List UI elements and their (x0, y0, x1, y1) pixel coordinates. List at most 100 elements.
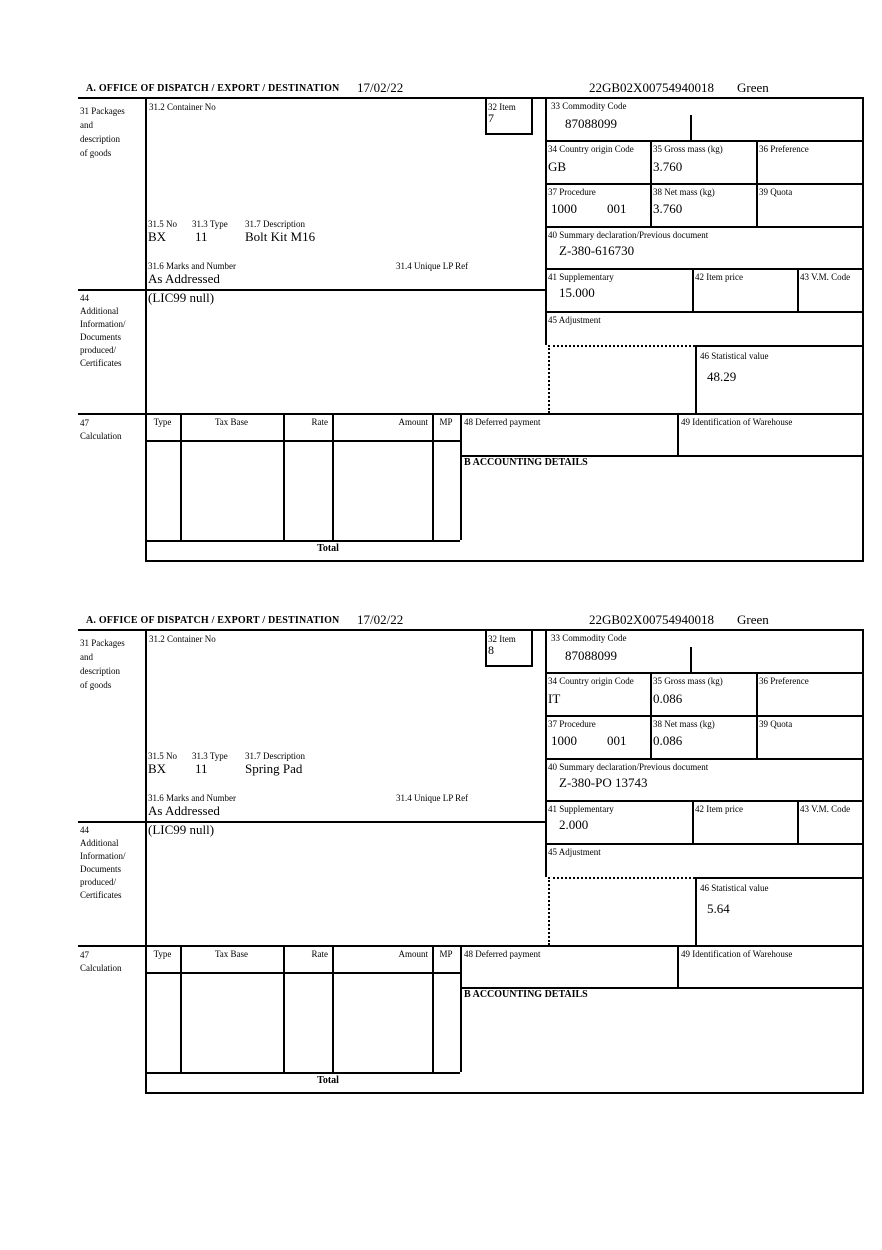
warehouse-id-label: 49 Identification of Warehouse (681, 417, 793, 427)
box31-label-line: description (80, 134, 120, 144)
box31-label: 31 Packages and description of goods (80, 104, 125, 160)
grid-line (692, 268, 694, 311)
grid-line (145, 972, 460, 974)
gross-mass-label: 35 Gross mass (kg) (653, 144, 723, 154)
country-origin-label: 34 Country origin Code (548, 676, 634, 686)
grid-line (332, 945, 334, 1072)
summary-declaration-label: 40 Summary declaration/Previous document (548, 230, 709, 240)
grid-line (145, 440, 460, 442)
grid-line (78, 629, 864, 631)
grid-line (862, 629, 864, 1094)
vm-code-label: 43 V.M. Code (800, 804, 851, 814)
box31-label-line: and (80, 652, 93, 662)
accounting-details-label: B ACCOUNTING DETAILS (464, 989, 588, 1000)
box44-label-line: 44 (80, 825, 89, 835)
grid-line (460, 987, 864, 989)
box44-label-line: 44 (80, 293, 89, 303)
net-mass-label: 38 Net mass (kg) (653, 187, 715, 197)
grid-line (145, 629, 147, 1092)
statistical-value-label: 46 Statistical value (700, 883, 769, 893)
grid-line (677, 945, 679, 987)
grid-line (695, 877, 864, 879)
deferred-payment-label: 48 Deferred payment (464, 949, 541, 959)
container-no-label: 31.2 Container No (149, 102, 216, 112)
grid-line (548, 345, 695, 347)
box31-label-line: 31 Packages (80, 106, 125, 116)
grid-line (690, 115, 692, 140)
grid-line (756, 672, 758, 758)
box31-label-line: of goods (80, 148, 112, 158)
commodity-code: 87088099 (565, 116, 617, 131)
grid-line (690, 647, 692, 672)
goods-description: Spring Pad (245, 761, 303, 776)
grid-line (180, 413, 182, 540)
grid-line (432, 413, 434, 540)
box31-label-line: of goods (80, 680, 112, 690)
grid-line (650, 672, 652, 758)
net-mass-label: 38 Net mass (kg) (653, 719, 715, 729)
deferred-payment-label: 48 Deferred payment (464, 417, 541, 427)
grid-line (545, 715, 864, 717)
box44-label-line: Additional (80, 838, 119, 848)
item-number: 8 (488, 643, 494, 657)
preference-label: 36 Preference (759, 676, 809, 686)
grid-line (545, 843, 864, 845)
routing-status: Green (737, 612, 769, 627)
grid-line (145, 540, 460, 542)
grid-line (332, 413, 334, 540)
item-label: 32 Item (488, 634, 516, 644)
previous-document: Z-380-PO 13743 (559, 775, 648, 790)
grid-line (545, 800, 864, 802)
net-mass: 0.086 (653, 733, 683, 748)
grid-line (677, 413, 679, 455)
box44-label-line: Additional (80, 306, 119, 316)
grid-line (485, 629, 487, 665)
unique-lp-ref-label: 31.4 Unique LP Ref (396, 261, 469, 271)
box44-label-line: Information/ (80, 319, 126, 329)
grid-line (545, 672, 864, 674)
statistical-value: 48.29 (707, 369, 737, 384)
grid-line (283, 413, 285, 540)
grid-line (695, 345, 697, 413)
entry-number: 22GB02X00754940018 (589, 80, 714, 95)
commodity-code: 87088099 (565, 648, 617, 663)
grid-line (485, 665, 533, 667)
package-type: 11 (195, 761, 208, 776)
grid-line (485, 133, 533, 135)
total-label: Total (317, 543, 339, 554)
statistical-value: 5.64 (707, 901, 730, 916)
grid-line (145, 560, 864, 562)
quota-label: 39 Quota (759, 187, 793, 197)
declaration-date: 17/02/22 (357, 612, 404, 627)
grid-line (432, 945, 434, 1072)
country-origin: GB (548, 159, 567, 174)
grid-line (283, 945, 285, 1072)
tax-mp-header: MP (439, 949, 453, 959)
section-a-title: A. OFFICE OF DISPATCH / EXPORT / DESTINA… (86, 615, 340, 626)
box44-label-line: Documents (80, 332, 121, 342)
grid-line (862, 97, 864, 562)
grid-line (145, 97, 147, 560)
box31-label-line: 31 Packages (80, 638, 125, 648)
box47-label: 47 Calculation (80, 417, 122, 443)
grid-line (797, 800, 799, 843)
declaration-date: 17/02/22 (357, 80, 404, 95)
tax-base-header: Tax Base (214, 949, 249, 959)
grid-line (180, 945, 182, 1072)
pkg-no-label: 31.5 No (148, 219, 177, 229)
box44-label-line: Information/ (80, 851, 126, 861)
item-label: 32 Item (488, 102, 516, 112)
marks-and-number: As Addressed (148, 271, 220, 286)
box31-label-line: description (80, 666, 120, 676)
procedure-code-2: 001 (607, 733, 627, 748)
net-mass: 3.760 (653, 201, 683, 216)
supplementary-label: 41 Supplementary (548, 272, 614, 282)
goods-description: Bolt Kit M16 (245, 229, 316, 244)
box47-label-line: Calculation (80, 431, 122, 441)
grid-line (548, 877, 550, 945)
country-origin: IT (548, 691, 561, 706)
declaration-item-form: A. OFFICE OF DISPATCH / EXPORT / DESTINA… (78, 80, 866, 562)
pkg-description-label: 31.7 Description (245, 751, 305, 761)
box47-label-line: 47 (80, 950, 89, 960)
